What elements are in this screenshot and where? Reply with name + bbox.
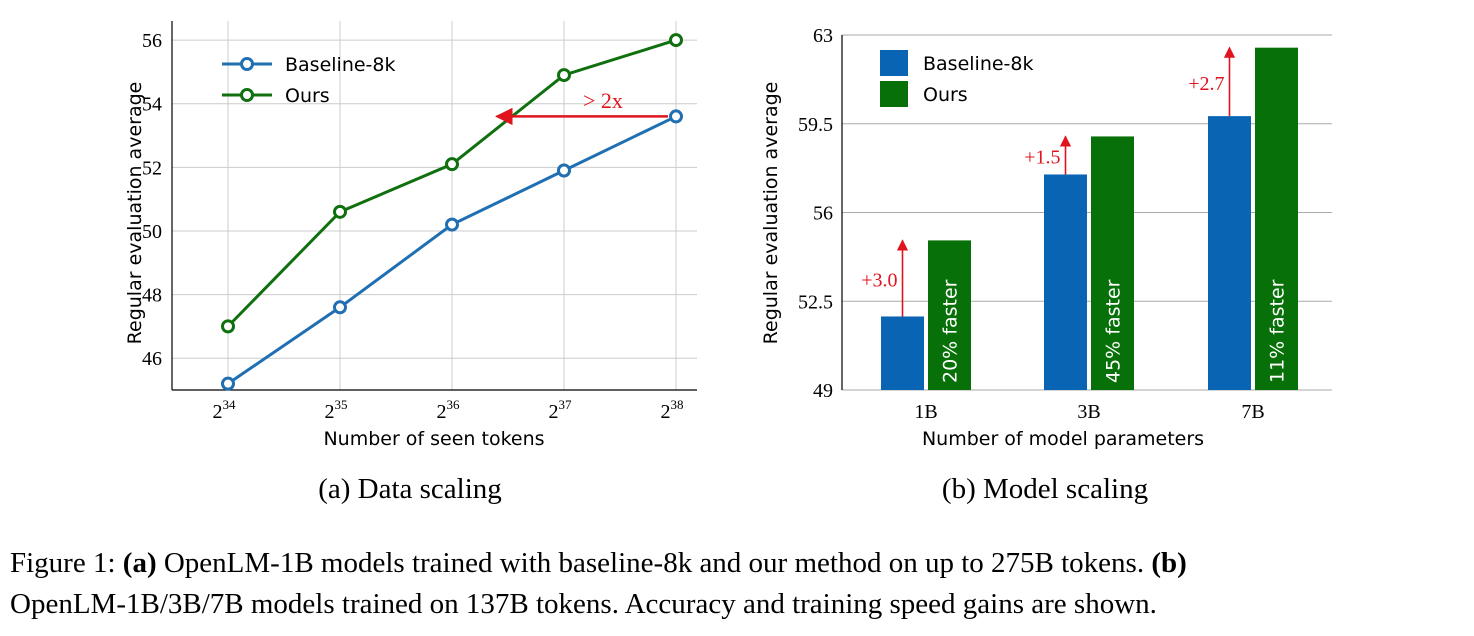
chart-b-bar	[1044, 174, 1087, 390]
chart-b-bars: 20% faster 45% faster 11% faster	[881, 47, 1298, 391]
chart-a-subcaption: (a) Data scaling	[318, 473, 502, 505]
chart-a-data-point	[445, 217, 459, 232]
chart-a-annotation-label: > 2x	[583, 88, 623, 113]
chart-b-y-axis-label: Regular evaluation average	[760, 82, 782, 345]
caption-a-text: OpenLM-1B models trained with baseline-8…	[157, 547, 1152, 579]
chart-b-y-tick-label: 63	[813, 25, 833, 47]
chart-b-gain-label: +2.7	[1188, 73, 1224, 95]
caption-a-tag: (a)	[123, 547, 157, 579]
chart-a-data-point	[669, 33, 683, 48]
chart-b-bar	[928, 240, 971, 390]
chart-a-y-ticks: 46 48 50 52 54 56	[142, 30, 162, 370]
chart-b-gain-label: +3.0	[861, 269, 897, 291]
chart-b-y-tick-label: 59.5	[798, 114, 833, 136]
chart-a-data-point	[557, 68, 571, 83]
chart-a-x-tick-label: 237	[549, 397, 573, 423]
chart-b-bar	[881, 316, 924, 390]
chart-a-data-point	[333, 300, 347, 315]
chart-a-x-tick-label: 238	[661, 397, 684, 423]
chart-a-data-point	[557, 163, 571, 178]
chart-a-data-point	[333, 204, 347, 219]
chart-b-y-ticks: 49 52.5 56 59.5 63	[798, 25, 833, 402]
chart-b-legend-swatch	[880, 50, 908, 76]
chart-b-x-tick-label: 3B	[1077, 401, 1100, 423]
chart-b-legend-label: Ours	[923, 84, 968, 106]
chart-b-speed-label: 11% faster	[1267, 279, 1289, 383]
chart-b-x-tick-label: 7B	[1241, 401, 1264, 423]
chart-a-annotation: > 2x	[495, 88, 668, 126]
chart-a-legend-marker	[240, 57, 254, 71]
caption-line-2: OpenLM-1B/3B/7B models trained on 137B t…	[10, 588, 1157, 620]
chart-b-subcaption: (b) Model scaling	[942, 473, 1148, 505]
chart-b-legend-label: Baseline-8k	[923, 53, 1034, 75]
chart-a-y-axis-label: Regular evaluation average	[124, 82, 146, 345]
chart-a-legend-label: Baseline-8k	[285, 54, 396, 76]
chart-b-gain-label: +1.5	[1024, 146, 1060, 168]
chart-b-y-tick-label: 49	[813, 380, 833, 402]
caption-b-tag: (b)	[1151, 547, 1186, 579]
chart-b-legend: Baseline-8k Ours	[880, 50, 1034, 107]
chart-a-axes	[171, 21, 697, 391]
chart-a-legend: Baseline-8k Ours	[222, 54, 396, 107]
chart-a-data-point	[445, 157, 459, 172]
chart-b-legend-swatch	[880, 81, 908, 107]
chart-b-x-axis-label: Number of model parameters	[922, 428, 1204, 450]
chart-b-bar	[1255, 47, 1298, 391]
chart-a-gridlines	[172, 21, 697, 390]
caption-prefix: Figure 1:	[10, 547, 123, 579]
chart-b-bar	[1208, 116, 1251, 391]
chart-a-y-tick-label: 52	[142, 157, 162, 179]
chart-b-x-tick-label: 1B	[914, 401, 937, 423]
chart-b-speed-label: 45% faster	[1103, 279, 1125, 383]
chart-a-series	[221, 33, 683, 391]
chart-b-y-tick-label: 52.5	[798, 291, 833, 313]
chart-b-speed-label: 20% faster	[940, 279, 962, 383]
figure-caption: Figure 1: (a) OpenLM-1B models trained w…	[10, 547, 1187, 620]
chart-b-x-ticks: 1B 3B 7B	[914, 401, 1264, 423]
chart-b-y-tick-label: 56	[813, 203, 833, 225]
chart-a-data-point	[221, 376, 235, 391]
chart-a-legend-marker	[240, 88, 254, 102]
chart-b-bar	[1091, 136, 1134, 390]
chart-a-y-tick-label: 46	[142, 348, 162, 370]
chart-a-x-tick-label: 236	[437, 397, 461, 423]
chart-a-legend-label: Ours	[285, 85, 330, 107]
chart-a-y-tick-label: 54	[142, 94, 162, 116]
chart-a-x-ticks: 234 235 236 237 238	[213, 397, 684, 423]
chart-b-annotations: +3.0 +1.5 +2.7	[861, 46, 1236, 317]
model-scaling-chart: 49 52.5 56 59.5 63 20% faster 45% faster 11% f…	[760, 25, 1332, 505]
chart-a-y-tick-label: 48	[142, 285, 162, 307]
data-scaling-chart: 46 48 50 52 54 56 234 235 236 237 238 > 2x Baseli…	[124, 21, 697, 505]
chart-a-x-axis-label: Number of seen tokens	[323, 428, 544, 450]
chart-a-x-tick-label: 235	[325, 397, 348, 423]
chart-a-data-point	[669, 109, 683, 124]
chart-a-y-tick-label: 50	[142, 221, 162, 243]
chart-a-data-point	[221, 319, 235, 334]
chart-a-y-tick-label: 56	[142, 30, 162, 52]
caption-line-1: Figure 1: (a) OpenLM-1B models trained w…	[10, 547, 1187, 579]
chart-a-x-tick-label: 234	[213, 397, 237, 423]
